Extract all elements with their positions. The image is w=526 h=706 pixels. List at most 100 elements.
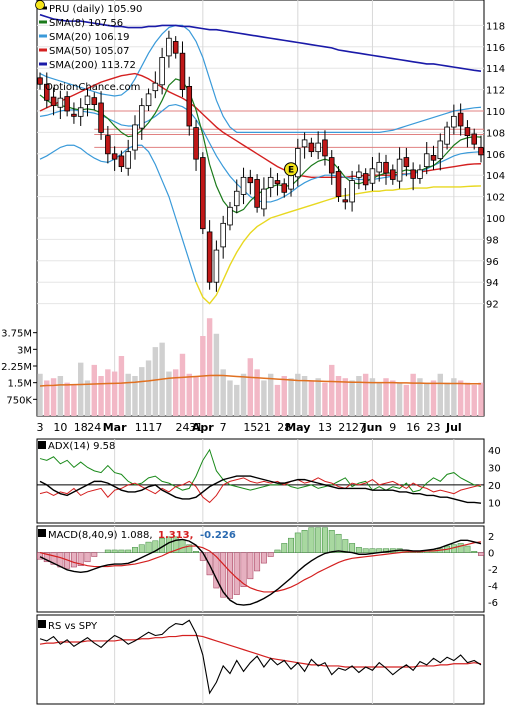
macd-histogram-bar: [132, 547, 138, 553]
price-tick-label: 114: [486, 64, 505, 75]
volume-bar: [227, 380, 233, 416]
volume-bar: [362, 373, 369, 416]
volume-bar: [322, 382, 328, 416]
price-tick-label: 98: [486, 235, 499, 246]
candle-body: [261, 188, 267, 210]
volume-bar: [356, 376, 362, 416]
candle-body: [240, 176, 247, 195]
volume-bar: [118, 356, 125, 416]
volume-bar: [396, 382, 403, 416]
macd-histogram-bar: [342, 539, 349, 553]
x-tick-label: 16: [406, 421, 420, 434]
macd-histogram-bar: [247, 552, 254, 580]
adx-tick-label: 40: [488, 446, 501, 457]
volume-bar: [98, 376, 104, 416]
earnings-marker-label: E: [288, 166, 294, 176]
volume-bar: [471, 384, 477, 416]
rs-line: [39, 619, 482, 695]
earnings-marker-icon: [284, 162, 299, 177]
candle-body: [335, 171, 342, 198]
candle-body: [308, 142, 315, 153]
candle-body: [50, 96, 57, 107]
volume-bar: [349, 380, 355, 416]
candle-body: [111, 153, 118, 160]
candle-body: [437, 140, 444, 160]
price-tick-label: 92: [486, 300, 499, 311]
sma200-line: [39, 13, 482, 72]
candle-body: [159, 57, 165, 86]
legend-label: SMA(8) 107.56: [49, 18, 123, 29]
rs-sma-line: [39, 634, 482, 668]
price-tick-label: 100: [486, 214, 505, 225]
candle-body: [281, 183, 288, 193]
candle-body: [57, 97, 64, 108]
volume-bar: [274, 384, 281, 416]
macd-histogram-bar: [125, 549, 132, 553]
rs-panel-frame: [36, 614, 485, 705]
candle-body: [295, 148, 301, 178]
candle-body: [430, 155, 437, 161]
candle-body: [471, 133, 477, 145]
volume-bar: [410, 373, 416, 416]
candle-body: [145, 93, 152, 107]
candle-body: [77, 107, 84, 117]
macd-histogram-bar: [213, 552, 220, 589]
macd-legend-histogram: -0.226: [200, 530, 236, 541]
candle-body: [376, 161, 383, 173]
x-tick-label: 23: [427, 421, 441, 434]
candle-body: [274, 180, 281, 185]
candle-body: [254, 179, 260, 208]
legend-label: SMA(50) 105.07: [49, 46, 130, 57]
volume-bar: [125, 373, 131, 416]
macd-histogram-bar: [274, 549, 281, 553]
macd-histogram-bar: [254, 552, 261, 572]
candle-body: [132, 124, 138, 151]
x-tick-label: Jul: [445, 421, 462, 434]
macd-legend-label: MACD(8,40,9) 1.088,: [48, 530, 153, 541]
candle-body: [64, 96, 70, 112]
price-panel-frame: [36, 0, 485, 417]
volume-bar: [132, 376, 138, 416]
macd-legend-swatch: [38, 529, 46, 537]
price-tick-label: 96: [486, 257, 499, 268]
volume-bar: [308, 380, 315, 416]
macd-histogram-bar: [179, 539, 186, 553]
macd-histogram-bar: [193, 551, 200, 553]
volume-bar: [457, 380, 464, 416]
candle-body: [403, 157, 410, 168]
macd-histogram-bar: [335, 533, 342, 553]
macd-histogram-bar: [43, 552, 50, 563]
price-tick-label: 106: [486, 150, 505, 161]
macd-histogram-bar: [227, 552, 233, 599]
x-tick-label: 24: [87, 421, 101, 434]
volume-bar: [295, 373, 301, 416]
macd-histogram-bar: [138, 544, 145, 553]
volume-bar: [111, 371, 118, 416]
macd-signal-line: [39, 541, 482, 593]
x-tick-label: 24: [175, 421, 189, 434]
volume-bar: [186, 373, 192, 416]
x-tick-label: 28: [277, 421, 291, 434]
volume-bar: [390, 380, 396, 416]
candle-body: [457, 112, 464, 127]
candle-body: [98, 102, 104, 133]
candle-body: [233, 190, 240, 207]
price-tick-label: 102: [486, 193, 505, 204]
x-tick-label: 18: [74, 421, 88, 434]
candle-body: [349, 180, 355, 203]
x-tick-label: 27: [352, 421, 366, 434]
volume-bar: [91, 364, 97, 416]
x-tick-label: 9: [389, 421, 396, 434]
candle-body: [464, 127, 471, 137]
candle-body: [267, 176, 274, 188]
macd-histogram-bar: [471, 551, 478, 553]
macd-histogram-bar: [77, 552, 84, 566]
volume-sma-line: [39, 374, 481, 387]
macd-histogram-bar: [478, 552, 484, 556]
volume-bar: [301, 376, 308, 416]
price-tick-label: 104: [486, 171, 505, 182]
macd-histogram-bar: [220, 552, 227, 598]
macd-histogram-bar: [240, 552, 247, 587]
macd-histogram-bar: [145, 541, 152, 553]
